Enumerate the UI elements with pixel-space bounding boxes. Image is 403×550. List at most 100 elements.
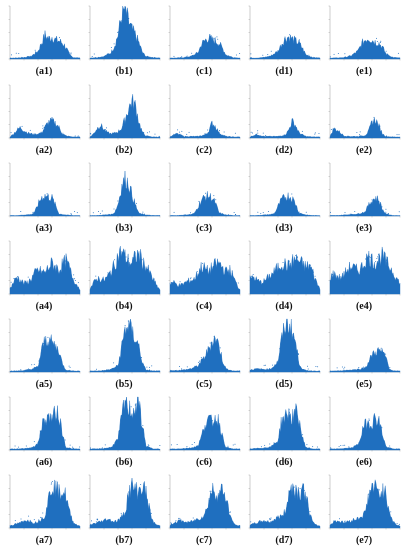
scatter-point: [15, 52, 17, 54]
scatter-point: [186, 446, 188, 448]
scatter-point: [213, 335, 215, 337]
scatter-point: [368, 418, 370, 420]
histogram-plot: [248, 5, 321, 61]
scatter-point: [269, 518, 271, 520]
panel-label: (b4): [115, 301, 133, 312]
histogram-area: [89, 5, 161, 60]
scatter-point: [337, 52, 339, 54]
histogram-plot: [88, 474, 161, 530]
scatter-point: [188, 131, 190, 133]
scatter-point: [51, 481, 53, 482]
scatter-point: [14, 520, 16, 522]
panel-b3: (b3): [84, 159, 164, 237]
scatter-point: [295, 254, 297, 256]
histogram-area: [89, 170, 161, 217]
scatter-point: [270, 517, 272, 519]
panel-a5: (a5): [4, 315, 84, 393]
scatter-point: [316, 446, 318, 448]
panel-label: (e7): [355, 535, 373, 546]
panel-label: (c7): [195, 535, 213, 546]
scatter-point: [69, 366, 71, 368]
scatter-point: [216, 36, 218, 38]
scatter-point: [299, 488, 301, 490]
scatter-point: [108, 213, 110, 215]
panel-b5: (b5): [84, 315, 164, 393]
scatter-point: [344, 444, 346, 446]
scatter-point: [257, 130, 259, 132]
scatter-point: [142, 425, 144, 427]
scatter-point: [289, 412, 291, 414]
scatter-point: [194, 442, 196, 444]
scatter-point: [149, 509, 151, 511]
scatter-point: [186, 133, 188, 135]
scatter-point: [371, 199, 373, 201]
scatter-point: [46, 193, 48, 195]
panel-b7: (b7): [84, 471, 164, 549]
scatter-point: [173, 55, 175, 57]
scatter-point: [210, 490, 212, 492]
scatter-point: [385, 135, 387, 137]
histogram-plot: [88, 5, 161, 61]
panel-c7: (c7): [164, 471, 244, 549]
scatter-point: [282, 196, 284, 198]
scatter-point: [47, 196, 49, 198]
scatter-point: [379, 41, 381, 43]
scatter-point: [219, 347, 221, 349]
scatter-point: [356, 131, 358, 133]
scatter-point: [186, 366, 188, 368]
scatter-point: [279, 515, 281, 517]
scatter-point: [302, 434, 304, 436]
scatter-point: [10, 281, 12, 283]
scatter-point: [318, 133, 320, 135]
scatter-point: [140, 483, 142, 485]
scatter-point: [368, 419, 370, 421]
scatter-point: [239, 53, 241, 55]
panel-label: (c1): [195, 66, 213, 77]
histogram-plot: [8, 84, 81, 140]
scatter-point: [20, 518, 22, 520]
histogram-plot: [8, 474, 81, 530]
panel-d6: (d6): [244, 393, 324, 471]
scatter-point: [125, 9, 127, 11]
panel-e2: (e2): [324, 81, 403, 159]
panel-e5: (e5): [324, 315, 403, 393]
scatter-point: [385, 259, 387, 261]
scatter-point: [205, 192, 207, 194]
scatter-point: [42, 125, 44, 127]
scatter-point: [64, 439, 66, 441]
histogram-plot: [248, 474, 321, 530]
scatter-point: [252, 132, 254, 134]
panel-label: (e3): [355, 223, 373, 234]
scatter-point: [190, 277, 192, 279]
scatter-point: [142, 211, 144, 213]
scatter-point: [123, 9, 125, 11]
scatter-point: [396, 134, 398, 136]
scatter-point: [204, 132, 206, 134]
scatter-point: [73, 274, 75, 276]
scatter-point: [270, 518, 272, 520]
histogram-plot: [168, 318, 241, 374]
scatter-point: [279, 348, 281, 350]
scatter-point: [228, 214, 230, 216]
panel-c6: (c6): [164, 393, 244, 471]
scatter-point: [92, 212, 94, 214]
scatter-point: [309, 511, 311, 513]
scatter-point: [329, 56, 331, 58]
scatter-point: [379, 349, 381, 351]
scatter-point: [170, 282, 172, 284]
scatter-point: [95, 368, 97, 370]
scatter-point: [306, 444, 308, 446]
panel-c1: (c1): [164, 2, 244, 80]
histogram-plot: [248, 84, 321, 140]
scatter-point: [377, 256, 379, 258]
panel-d7: (d7): [244, 471, 324, 549]
scatter-point: [190, 212, 192, 214]
panel-e4: (e4): [324, 237, 403, 315]
scatter-point: [250, 275, 252, 277]
scatter-point: [250, 131, 252, 133]
scatter-point: [380, 347, 382, 349]
scatter-point: [33, 441, 35, 443]
scatter-point: [250, 57, 252, 59]
scatter-point: [97, 519, 99, 521]
scatter-point: [32, 211, 34, 213]
